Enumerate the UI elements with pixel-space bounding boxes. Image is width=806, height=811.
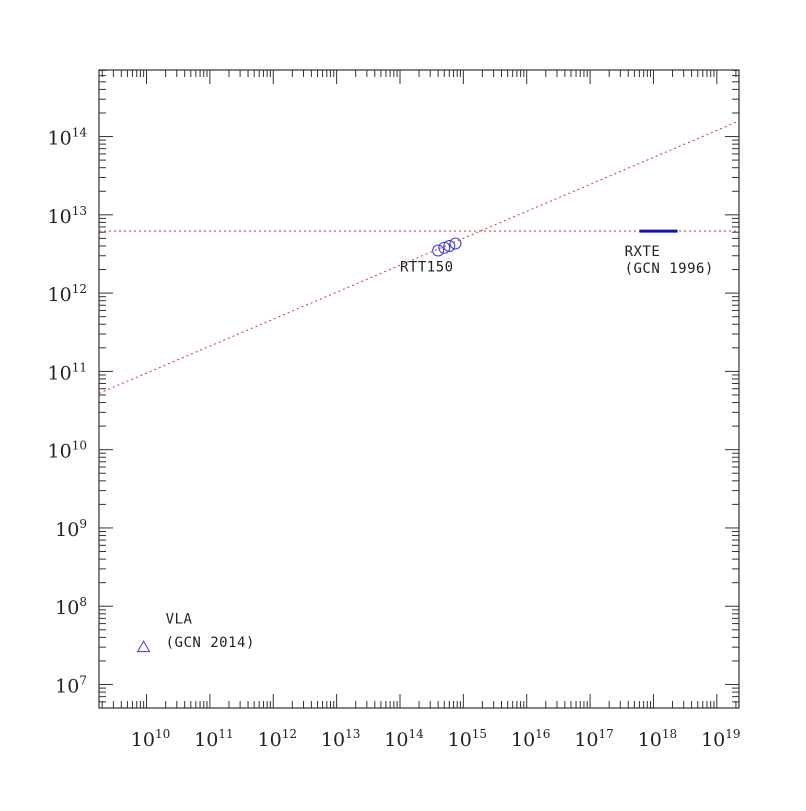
y-tick-label: 1010 [48, 439, 87, 463]
plot-frame [98, 69, 740, 709]
x-tick-label: 1019 [701, 727, 740, 751]
x-tick-label: 1012 [258, 727, 297, 751]
y-tick-label: 1014 [48, 126, 88, 150]
y-tick-label: 1011 [48, 360, 87, 384]
x-tick-label: 1017 [574, 727, 613, 751]
x-tick-label: 1014 [384, 727, 424, 751]
data-point-circle [449, 237, 462, 250]
x-tick-label: 1016 [511, 727, 550, 751]
data-point-circle [438, 241, 451, 254]
x-tick-label: 1015 [448, 727, 487, 751]
annotation-label: (GCN 2014) [166, 635, 255, 651]
x-tick-label: 1018 [638, 727, 677, 751]
x-tick-label: 1013 [321, 727, 360, 751]
annotation-label: RXTE [625, 244, 661, 260]
x-tick-label: 1011 [194, 727, 233, 751]
data-point-triangle [136, 640, 151, 653]
plot-data-group [99, 120, 739, 653]
y-tick-label: 109 [55, 517, 87, 541]
y-tick-label: 1012 [48, 282, 87, 306]
y-tick-label: 107 [55, 674, 87, 698]
y-tick-label: 108 [55, 595, 87, 619]
annotation-label: RTT150 [400, 259, 454, 275]
annotation-label: VLA [166, 612, 193, 628]
data-point-circle [443, 239, 456, 252]
reference-line-powerlaw [99, 120, 739, 394]
data-point-circle [432, 244, 445, 257]
annotation-label: (GCN 1996) [625, 261, 714, 277]
x-tick-label: 1010 [131, 727, 170, 751]
y-tick-label: 1013 [48, 204, 87, 228]
